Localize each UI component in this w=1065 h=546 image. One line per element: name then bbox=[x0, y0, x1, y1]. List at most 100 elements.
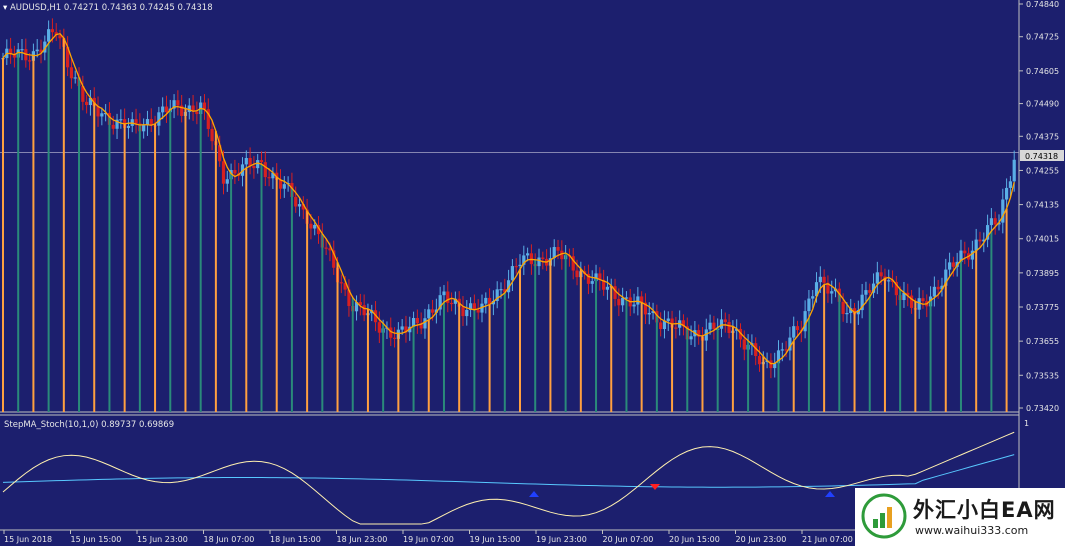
candle-body bbox=[689, 336, 693, 340]
candle-body bbox=[636, 296, 640, 305]
candle-body bbox=[780, 349, 784, 351]
candle-body bbox=[449, 302, 454, 305]
candle-body bbox=[590, 281, 594, 284]
candle-body bbox=[738, 328, 743, 340]
candle-body bbox=[119, 119, 123, 121]
price-tick-label: 0.73895 bbox=[1026, 269, 1059, 278]
price-tick-label: 0.73655 bbox=[1026, 337, 1059, 346]
current-price-badge: 0.74318 bbox=[1020, 150, 1064, 161]
candle-body bbox=[66, 46, 70, 68]
buy-arrow-icon bbox=[825, 491, 835, 497]
watermark-url: www.waihui333.com bbox=[915, 524, 1029, 537]
watermark: 外汇小白EA网 www.waihui333.com bbox=[855, 488, 1065, 546]
candle-body bbox=[476, 309, 480, 313]
candle-body bbox=[560, 250, 564, 260]
candle-body bbox=[69, 67, 74, 79]
candle-body bbox=[221, 161, 226, 184]
price-tick-label: 0.74605 bbox=[1026, 67, 1059, 76]
candle-body bbox=[1008, 181, 1012, 188]
indicator-plot bbox=[2, 431, 1015, 525]
candle-body bbox=[624, 297, 629, 299]
candle-body bbox=[301, 204, 305, 210]
candle-body bbox=[88, 97, 93, 106]
candle-body bbox=[96, 106, 100, 117]
candle-body bbox=[43, 41, 47, 53]
candle-body bbox=[206, 109, 210, 129]
candle-body bbox=[404, 326, 408, 333]
candle-body bbox=[864, 290, 868, 295]
price-tick-label: 0.73775 bbox=[1026, 303, 1059, 312]
candle-body bbox=[309, 223, 313, 229]
chart-title: ▾ AUDUSD,H1 0.74271 0.74363 0.74245 0.74… bbox=[3, 3, 213, 13]
candle-body bbox=[932, 286, 936, 297]
candle-body bbox=[506, 280, 511, 293]
candle-body bbox=[411, 317, 416, 327]
candle-body bbox=[822, 276, 826, 283]
candle-body bbox=[807, 298, 811, 312]
candle-body bbox=[894, 281, 898, 296]
candle-body bbox=[354, 302, 359, 312]
candle-body bbox=[936, 286, 940, 290]
candle-body bbox=[727, 322, 731, 333]
candle-body bbox=[343, 283, 347, 290]
candle-body bbox=[225, 179, 229, 184]
candle-body bbox=[723, 319, 727, 323]
candle-body bbox=[12, 54, 17, 58]
candle-body bbox=[324, 247, 328, 249]
candle-body bbox=[773, 363, 777, 369]
candle-body bbox=[860, 294, 864, 311]
watermark-text: 外汇小白EA网 bbox=[913, 498, 1056, 522]
chart-menu-icon: ▾ bbox=[3, 3, 10, 13]
candle-body bbox=[586, 273, 591, 284]
candle-body bbox=[294, 196, 298, 207]
candle-body bbox=[871, 283, 876, 293]
time-tick-label: 19 Jun 23:00 bbox=[536, 535, 587, 544]
candle-body bbox=[233, 170, 237, 174]
candle-body bbox=[795, 326, 800, 331]
candle-body bbox=[643, 302, 648, 315]
indicator-title: StepMA_Stoch(10,1,0) 0.89737 0.69869 bbox=[4, 420, 174, 430]
stoch-main-line bbox=[2, 431, 1015, 525]
candle-body bbox=[157, 112, 161, 126]
time-tick-label: 15 Jun 15:00 bbox=[71, 535, 122, 544]
candle-body bbox=[704, 329, 708, 341]
candle-body bbox=[419, 323, 423, 329]
candle-body bbox=[332, 250, 336, 268]
candle-body bbox=[503, 289, 507, 293]
buy-arrow-icon bbox=[529, 491, 539, 497]
candle-body bbox=[662, 320, 667, 330]
candle-body bbox=[556, 247, 560, 251]
price-tick-label: 0.74015 bbox=[1026, 235, 1059, 244]
time-tick-label: 18 Jun 07:00 bbox=[204, 535, 255, 544]
candle-body bbox=[598, 273, 602, 280]
candle-body bbox=[134, 119, 138, 124]
candle-body bbox=[537, 257, 541, 267]
candle-body bbox=[35, 49, 39, 52]
candle-body bbox=[921, 298, 925, 302]
candle-body bbox=[890, 280, 895, 282]
candle-body bbox=[427, 309, 431, 319]
candle-body bbox=[491, 300, 495, 305]
candle-body bbox=[978, 239, 982, 242]
candle-body bbox=[28, 60, 32, 62]
candle-body bbox=[362, 305, 366, 316]
candle-body bbox=[434, 309, 438, 313]
candle-body bbox=[985, 225, 990, 240]
candle-body bbox=[784, 349, 788, 351]
candle-body bbox=[104, 112, 108, 115]
candle-body bbox=[252, 166, 256, 169]
candle-body bbox=[259, 160, 264, 163]
candle-body bbox=[640, 296, 644, 303]
candle-body bbox=[887, 280, 891, 282]
price-axis: 0.74840 0.74725 0.74605 0.74490 0.74375 0.742… bbox=[1019, 0, 1059, 413]
candle-body bbox=[959, 250, 963, 262]
candle-body bbox=[81, 86, 85, 102]
candle-body bbox=[195, 111, 199, 115]
candle-body bbox=[495, 289, 499, 301]
candle-body bbox=[100, 113, 104, 117]
candle-body bbox=[316, 224, 321, 235]
candle-body bbox=[164, 106, 169, 113]
candle-body bbox=[552, 247, 556, 259]
candle-body bbox=[263, 162, 267, 178]
